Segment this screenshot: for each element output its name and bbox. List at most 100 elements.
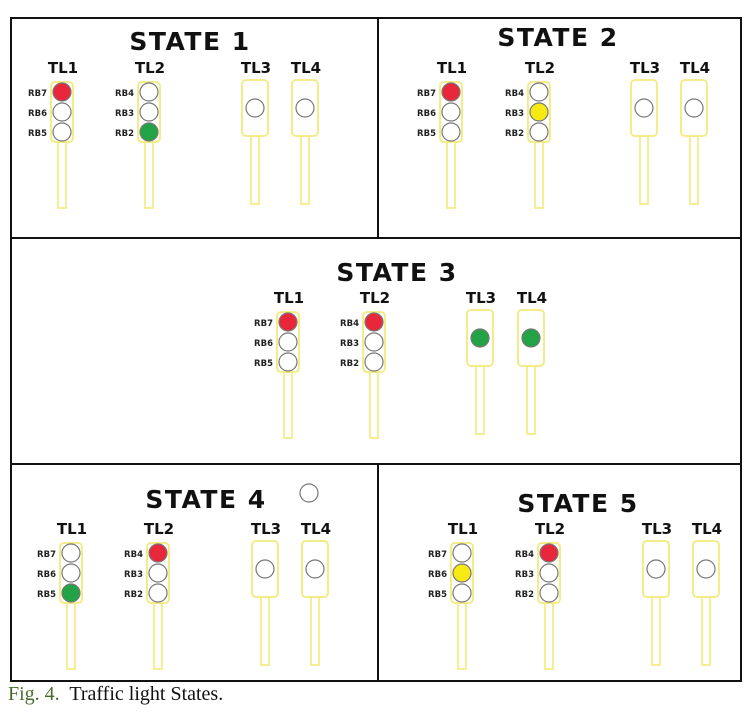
traffic-light-tl4: TL4 — [680, 59, 710, 205]
pin-label: RB4 — [124, 550, 143, 560]
pin-label: RB5 — [254, 359, 273, 369]
traffic-light-pole — [651, 596, 661, 666]
traffic-light-pole — [639, 135, 649, 205]
traffic-light-pole — [457, 602, 467, 670]
traffic-light-pole — [544, 602, 554, 670]
state-title: STATE 1 — [129, 27, 250, 56]
figure-label: Fig. 4. — [8, 683, 60, 705]
pin-label: RB7 — [417, 89, 436, 99]
lamp-off — [52, 102, 72, 122]
lamp-off — [148, 583, 168, 603]
traffic-light-pole — [475, 365, 485, 435]
pin-label: RB3 — [115, 109, 134, 119]
state-title: STATE 3 — [336, 258, 457, 287]
traffic-light-pole — [66, 602, 76, 670]
lamp-off — [295, 98, 315, 118]
state-title: STATE 4 — [145, 485, 266, 514]
lamp-green — [61, 583, 81, 603]
traffic-light-pole — [689, 135, 699, 205]
traffic-light-tl1: TL1 RB7 RB6 RB5 — [428, 520, 478, 670]
figure-caption: Fig. 4. Traffic light States. — [8, 683, 223, 706]
traffic-light-label: TL3 — [251, 520, 281, 538]
pin-label: RB6 — [37, 570, 56, 580]
lamp-red — [441, 82, 461, 102]
traffic-light-pole — [250, 135, 260, 205]
state-panel-2: STATE 2 TL1 RB7 RB6 RB5 TL2 RB4 RB3 RB2 TL3 TL4 — [417, 23, 710, 209]
pin-label: RB4 — [515, 550, 534, 560]
pin-label: RB2 — [505, 129, 524, 139]
pin-label: RB4 — [115, 89, 134, 99]
pin-label: RB7 — [37, 550, 56, 560]
traffic-light-tl2: TL2 RB4 RB3 RB2 — [515, 520, 565, 670]
traffic-light-pole — [446, 141, 456, 209]
lamp-off — [278, 352, 298, 372]
pin-label: RB5 — [28, 129, 47, 139]
traffic-light-label: TL3 — [630, 59, 660, 77]
traffic-light-pole — [310, 596, 320, 666]
state-panel-5: STATE 5 TL1 RB7 RB6 RB5 TL2 RB4 RB3 RB2 TL3 TL4 — [428, 489, 722, 670]
state-panel-4: STATE 4 TL1 RB7 RB6 RB5 TL2 RB4 RB3 RB2 TL3 TL4 — [37, 485, 331, 670]
lamp-yellow — [452, 563, 472, 583]
traffic-light-pole — [144, 141, 154, 209]
traffic-light-label: TL4 — [301, 520, 331, 538]
pin-label: RB2 — [340, 359, 359, 369]
traffic-light-pole — [526, 365, 536, 435]
pin-label: RB7 — [28, 89, 47, 99]
lamp-off — [148, 563, 168, 583]
lamp-off — [696, 559, 716, 579]
traffic-light-label: TL3 — [241, 59, 271, 77]
lamp-off — [539, 583, 559, 603]
lamp-red — [52, 82, 72, 102]
state-title: STATE 2 — [497, 23, 618, 52]
state-title: STATE 5 — [517, 489, 638, 518]
traffic-light-label: TL4 — [692, 520, 722, 538]
traffic-light-tl2: TL2 RB4 RB3 RB2 — [340, 289, 390, 439]
lamp-off — [539, 563, 559, 583]
traffic-light-label: TL3 — [642, 520, 672, 538]
lamp-green — [139, 122, 159, 142]
traffic-light-tl1: TL1 RB7 RB6 RB5 — [254, 289, 304, 439]
lamp-off — [278, 332, 298, 352]
lamp-off — [452, 543, 472, 563]
stray-lamp — [299, 483, 319, 503]
pin-label: RB6 — [428, 570, 447, 580]
traffic-light-label: TL1 — [274, 289, 304, 307]
outer-border — [10, 17, 742, 682]
traffic-light-pole — [260, 596, 270, 666]
traffic-light-pole — [153, 602, 163, 670]
traffic-light-label: TL2 — [360, 289, 390, 307]
traffic-light-label: TL3 — [466, 289, 496, 307]
lamp-off — [634, 98, 654, 118]
lamp-off — [61, 543, 81, 563]
lamp-off — [452, 583, 472, 603]
lamp-off — [529, 122, 549, 142]
lamp-red — [364, 312, 384, 332]
diagram-frame — [10, 17, 742, 682]
lamp-off — [441, 102, 461, 122]
traffic-light-label: TL4 — [291, 59, 321, 77]
traffic-light-pole — [369, 371, 379, 439]
traffic-light-pole — [300, 135, 310, 205]
traffic-light-tl4: TL4 — [301, 520, 331, 666]
traffic-light-tl3: TL3 — [630, 59, 660, 205]
traffic-light-pole — [57, 141, 67, 209]
lamp-off — [61, 563, 81, 583]
traffic-light-tl3: TL3 — [642, 520, 672, 666]
traffic-light-tl3: TL3 — [251, 520, 281, 666]
traffic-light-tl1: TL1 RB7 RB6 RB5 — [37, 520, 87, 670]
traffic-light-label: TL4 — [680, 59, 710, 77]
lamp-off — [441, 122, 461, 142]
traffic-light-label: TL2 — [535, 520, 565, 538]
lamp-red — [278, 312, 298, 332]
pin-label: RB2 — [515, 590, 534, 600]
pin-label: RB6 — [254, 339, 273, 349]
lamp-off — [52, 122, 72, 142]
lamp-off — [646, 559, 666, 579]
pin-label: RB6 — [28, 109, 47, 119]
lamp-off — [364, 352, 384, 372]
traffic-light-label: TL1 — [437, 59, 467, 77]
lamp-off — [139, 82, 159, 102]
traffic-light-tl4: TL4 — [692, 520, 722, 666]
traffic-light-label: TL2 — [525, 59, 555, 77]
